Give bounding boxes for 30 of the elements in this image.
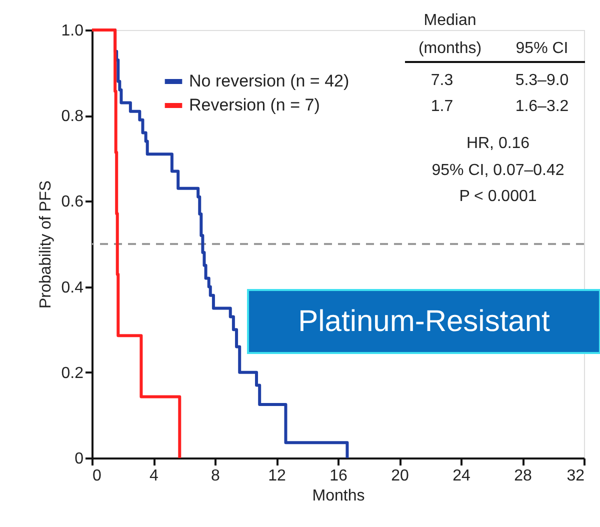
y-tick-label: 0.6 — [61, 194, 84, 211]
annotation: 1.6–3.2 — [515, 98, 569, 115]
x-tick-label: 20 — [391, 468, 409, 484]
y-axis-title: Probability of PFS — [37, 180, 54, 309]
annotation: 5.3–9.0 — [515, 72, 569, 89]
x-tick-label: 24 — [452, 468, 470, 484]
annotation: 95% CI — [516, 40, 568, 57]
x-tick-label: 12 — [268, 468, 286, 484]
annotation: P < 0.0001 — [459, 188, 537, 205]
y-tick-label: 1.0 — [61, 22, 84, 40]
x-tick-label: 0 — [92, 468, 102, 484]
annotation: 7.3 — [430, 72, 454, 89]
y-tick-label: 0 — [74, 450, 84, 468]
y-tick-label: 0.4 — [61, 279, 84, 296]
annotation: HR, 0.16 — [466, 135, 530, 152]
legend-label: Reversion (n = 7) — [189, 96, 320, 114]
annotation: Platinum-Resistant — [298, 305, 551, 338]
x-tick-label: 8 — [211, 468, 220, 484]
text: Median — [424, 12, 476, 29]
y-tick-label: 0.8 — [61, 108, 84, 126]
x-axis-title: Months — [312, 488, 365, 504]
legend-label: No reversion (n = 42) — [189, 72, 350, 90]
annotation: 95% CI, 0.07–0.42 — [432, 162, 564, 179]
annotation: (months) — [418, 40, 482, 57]
x-tick-label: 4 — [150, 468, 159, 484]
x-tick-label: 32 — [566, 468, 585, 484]
annotation: 1.7 — [430, 98, 454, 115]
x-tick-label: 16 — [330, 468, 348, 484]
y-tick-label: 0.2 — [61, 364, 84, 382]
x-tick-label: 28 — [514, 468, 532, 484]
